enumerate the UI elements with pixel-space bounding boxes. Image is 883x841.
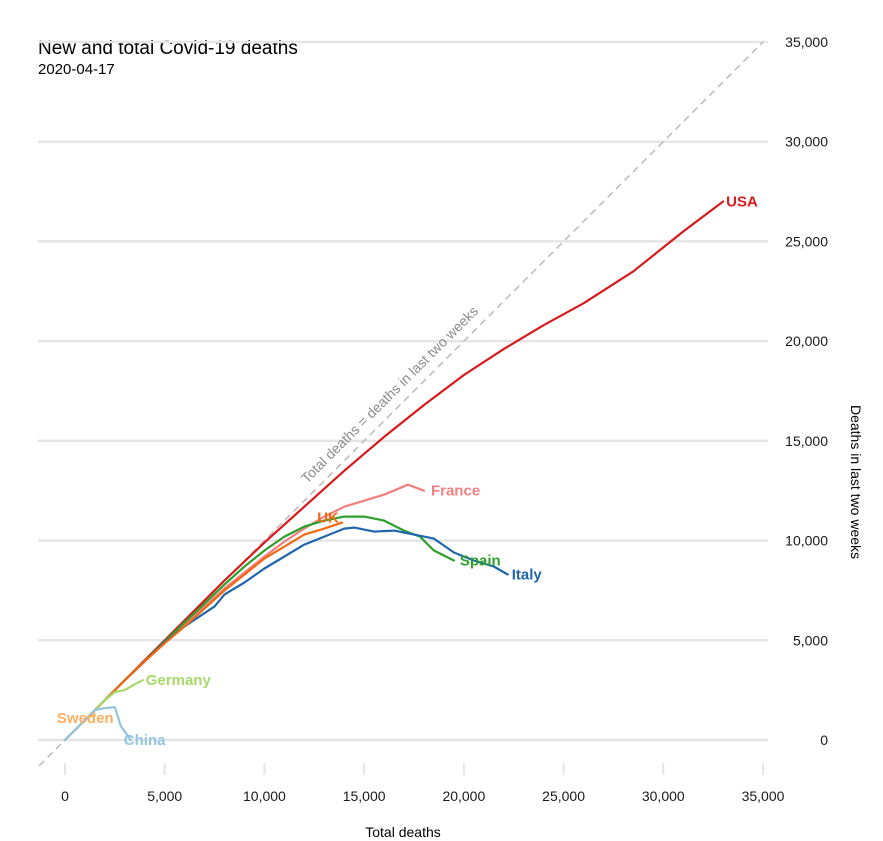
series-line-china [63,705,132,742]
y-tick-label-15000: 15,000 [785,433,828,449]
series-lines [63,200,725,742]
y-tick-labels: 0 5,000 10,000 15,000 20,000 25,000 30,000 35,0… [785,34,828,748]
x-tick-label-35000: 35,000 [742,788,785,804]
series-labels: USA France Spain Italy UK Germany Sweden China [57,194,758,749]
series-label-sweden: Sweden [57,710,114,727]
series-line-france [63,483,426,742]
series-line-spain [63,515,455,742]
x-tick-label-10000: 10,000 [243,788,286,804]
series-label-italy: Italy [512,566,543,583]
series-label-spain: Spain [460,553,501,570]
grid-lines [38,40,768,742]
y-tick-label-30000: 30,000 [785,134,828,150]
x-tick-label-20000: 20,000 [442,788,485,804]
y-tick-label-0: 0 [820,732,828,748]
series-line-italy [63,526,509,742]
series-label-germany: Germany [146,672,212,689]
y-tick-label-35000: 35,000 [785,34,828,50]
series-label-france: France [431,483,480,500]
series-label-uk: UK [317,510,339,527]
x-tick-label-30000: 30,000 [642,788,685,804]
x-tick-label-15000: 15,000 [343,788,386,804]
reference-line-label: Total deaths = deaths in last two weeks [298,303,481,486]
chart-subtitle: 2020-04-17 [38,61,115,78]
y-tick-label-10000: 10,000 [785,533,828,549]
y-axis-label: Deaths in last two weeks [848,405,864,559]
series-label-usa: USA [726,194,758,211]
x-tick-label-25000: 25,000 [542,788,585,804]
x-axis-label: Total deaths [365,824,441,840]
y-tick-label-20000: 20,000 [785,333,828,349]
x-tick-label-0: 0 [61,788,69,804]
series-label-china: China [124,732,166,749]
x-tick-label-5000: 5,000 [147,788,182,804]
series-line-usa [63,200,725,742]
y-tick-label-25000: 25,000 [785,233,828,249]
y-tick-label-5000: 5,000 [793,632,828,648]
x-ticks: 0 5,000 10,000 15,000 20,000 25,000 30,000 35,0… [61,763,785,804]
